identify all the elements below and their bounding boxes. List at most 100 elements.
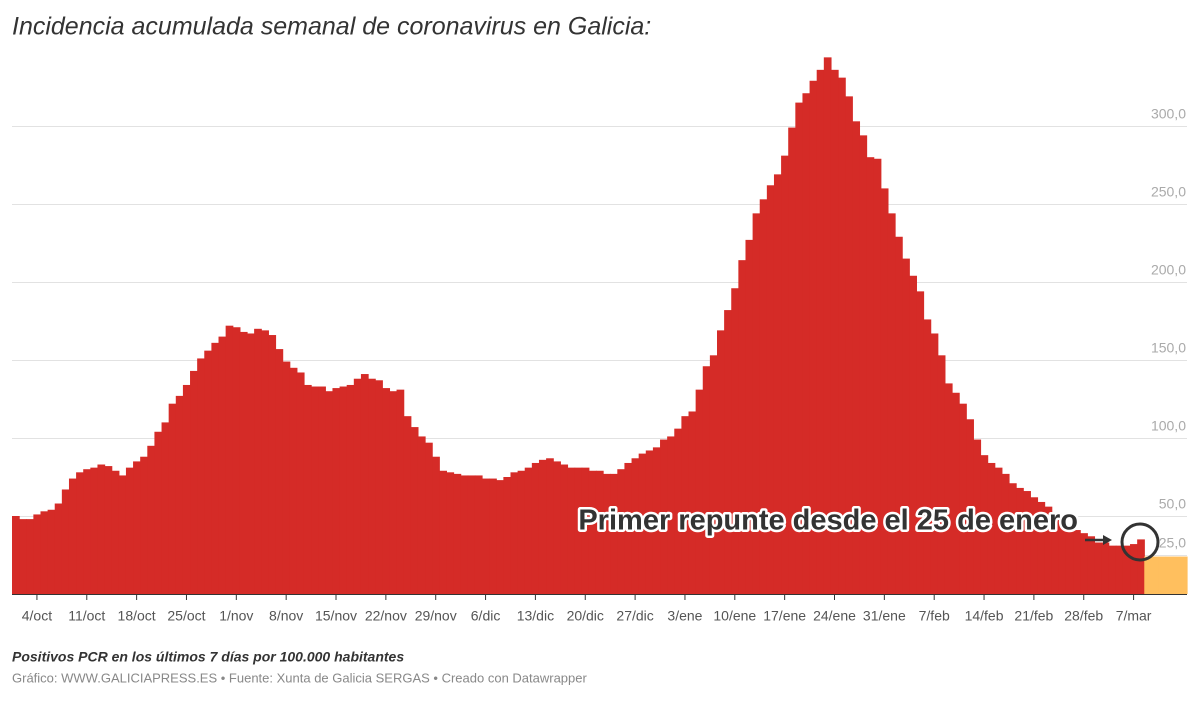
bar bbox=[631, 458, 640, 594]
bar bbox=[952, 392, 960, 594]
bar bbox=[538, 459, 547, 594]
bar bbox=[61, 489, 70, 594]
bar bbox=[417, 436, 426, 594]
bar bbox=[311, 386, 319, 594]
bar bbox=[717, 330, 725, 594]
bar bbox=[353, 378, 362, 594]
y-tick-label: 200,0 bbox=[1151, 262, 1186, 278]
bar bbox=[702, 366, 711, 594]
bar bbox=[118, 475, 127, 594]
bar bbox=[581, 467, 590, 594]
annotation-arrowhead bbox=[1103, 535, 1112, 545]
bar bbox=[1165, 556, 1174, 594]
x-tick-label: 14/feb bbox=[965, 608, 1004, 624]
bar bbox=[1016, 487, 1024, 594]
bar bbox=[923, 319, 932, 594]
bar bbox=[681, 416, 690, 594]
bar bbox=[838, 77, 846, 594]
bar bbox=[182, 384, 191, 594]
bar bbox=[453, 473, 462, 594]
bar bbox=[503, 477, 512, 594]
x-tick-label: 10/ene bbox=[713, 608, 756, 624]
bar bbox=[873, 158, 882, 594]
bar bbox=[852, 121, 861, 594]
bar bbox=[211, 342, 220, 594]
x-tick-label: 3/ene bbox=[667, 608, 702, 624]
bar bbox=[168, 403, 177, 594]
bar bbox=[895, 236, 903, 594]
bar bbox=[574, 467, 583, 594]
bar bbox=[902, 258, 910, 594]
bar bbox=[239, 331, 248, 594]
bar bbox=[1094, 542, 1103, 594]
bar bbox=[1087, 536, 1096, 594]
bar bbox=[567, 467, 576, 594]
bar bbox=[980, 455, 989, 594]
bar bbox=[595, 470, 604, 594]
bar bbox=[432, 456, 440, 594]
bar bbox=[346, 384, 355, 594]
bar bbox=[325, 391, 334, 594]
x-tick-label: 28/feb bbox=[1064, 608, 1103, 624]
bar bbox=[439, 470, 447, 594]
bar bbox=[197, 358, 205, 594]
bar bbox=[738, 260, 747, 594]
bar bbox=[76, 472, 84, 594]
bar bbox=[68, 478, 77, 594]
bar bbox=[125, 467, 134, 594]
bar bbox=[866, 157, 875, 594]
bar bbox=[97, 464, 106, 594]
bar bbox=[553, 461, 561, 594]
bar bbox=[396, 389, 405, 594]
bar bbox=[275, 349, 284, 594]
bar bbox=[289, 367, 298, 594]
bar bbox=[54, 503, 63, 594]
bar bbox=[303, 384, 312, 594]
y-tick-label: 150,0 bbox=[1151, 340, 1186, 356]
bar bbox=[645, 450, 654, 594]
bar bbox=[261, 330, 269, 594]
bar bbox=[973, 439, 982, 594]
x-tick-label: 6/dic bbox=[471, 608, 501, 624]
x-tick-label: 20/dic bbox=[567, 608, 604, 624]
x-tick-label: 17/ene bbox=[763, 608, 806, 624]
y-tick-label: 100,0 bbox=[1151, 418, 1186, 434]
caption: Positivos PCR en los últimos 7 días por … bbox=[12, 649, 404, 665]
bar bbox=[802, 93, 811, 595]
chart-title: Incidencia acumulada semanal de coronavi… bbox=[12, 13, 651, 41]
bar bbox=[247, 333, 255, 594]
bar bbox=[218, 336, 227, 594]
bar bbox=[660, 439, 668, 594]
bar bbox=[510, 472, 519, 594]
annotation: Primer repunte desde el 25 de enero bbox=[578, 505, 1078, 537]
bar bbox=[1065, 525, 1074, 594]
bar bbox=[603, 473, 611, 594]
bar bbox=[937, 355, 946, 594]
bar bbox=[1144, 556, 1152, 594]
bar bbox=[667, 436, 675, 594]
bar bbox=[1137, 539, 1145, 594]
bar bbox=[26, 519, 34, 594]
bar bbox=[83, 469, 91, 594]
x-tick-label: 24/ene bbox=[813, 608, 856, 624]
bar bbox=[154, 431, 163, 594]
bar bbox=[1108, 545, 1117, 594]
bars bbox=[12, 57, 1188, 595]
bar bbox=[1058, 520, 1067, 594]
x-tick-label: 13/dic bbox=[517, 608, 554, 624]
bar bbox=[1130, 544, 1138, 594]
bar bbox=[360, 374, 369, 594]
bar bbox=[368, 378, 376, 594]
x-tick-label: 7/feb bbox=[919, 608, 950, 624]
y-tick-label: 250,0 bbox=[1151, 184, 1186, 200]
bar bbox=[389, 391, 398, 594]
bar bbox=[823, 57, 832, 595]
bar bbox=[1001, 473, 1010, 594]
bar bbox=[588, 470, 597, 594]
bar bbox=[731, 288, 739, 594]
bar bbox=[1008, 483, 1017, 594]
bar bbox=[709, 355, 718, 594]
x-tick-label: 18/oct bbox=[118, 608, 156, 624]
bar bbox=[880, 188, 889, 594]
